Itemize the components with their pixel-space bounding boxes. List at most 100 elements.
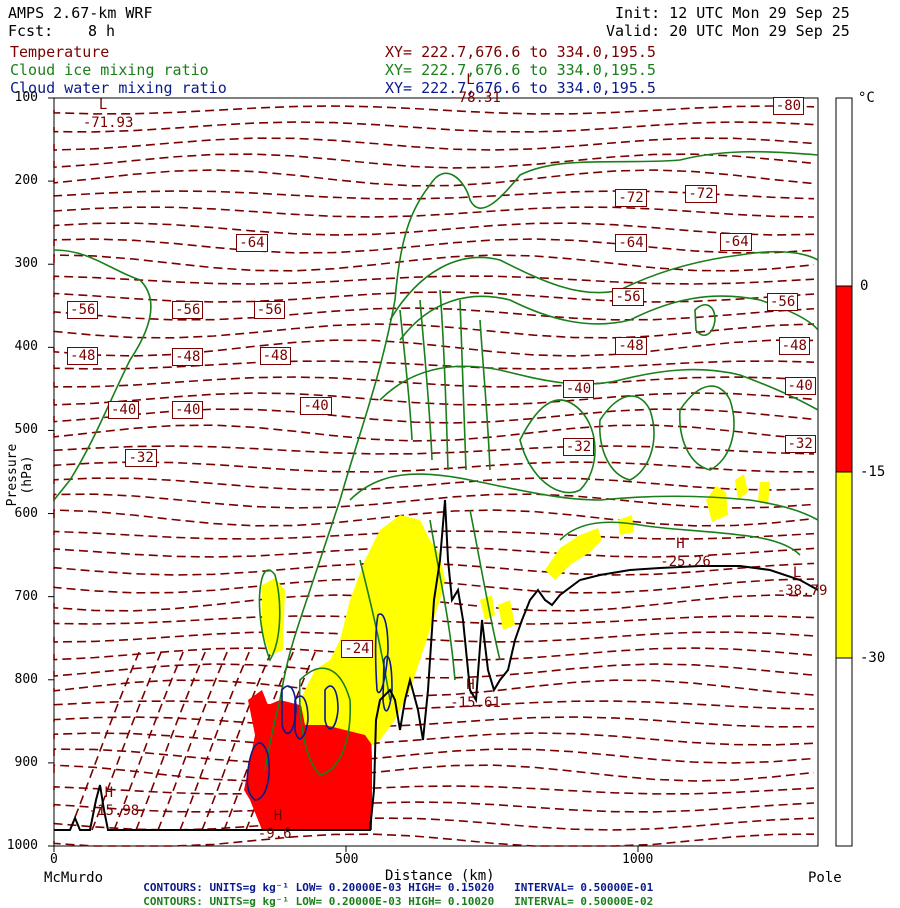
temperature-label: -56	[253, 300, 286, 319]
temperature-label: -72	[685, 184, 717, 203]
colorbar-label-30: -30	[860, 650, 886, 666]
isotherm	[53, 275, 815, 285]
colorbar-unit: °C	[858, 90, 875, 106]
temperature-contours	[53, 105, 815, 847]
isotherm-lower	[201, 649, 273, 831]
temperature-label: -56	[172, 300, 204, 319]
isotherm	[53, 339, 815, 357]
extremum-type: L	[466, 72, 475, 88]
field-temperature: Temperature	[10, 43, 110, 61]
ice-v6	[429, 519, 456, 681]
isotherm	[53, 254, 815, 272]
colorbar-yellow	[835, 471, 853, 659]
cloud-ice-contours	[53, 150, 819, 776]
ice-v4	[459, 299, 467, 471]
yellow-shade-c	[498, 600, 515, 630]
temperature-label: -48	[778, 336, 810, 355]
fcst-label: Fcst:	[8, 22, 54, 40]
terrain-line	[54, 499, 819, 831]
isotherm	[53, 764, 815, 782]
temperature-label: -72	[615, 188, 647, 207]
y-tick-label: 200	[14, 173, 38, 189]
ice-loop-1	[519, 399, 596, 494]
extremum-value: -25.26	[660, 553, 711, 570]
isotherm	[53, 153, 815, 169]
ice-contour-outer-top	[264, 150, 819, 771]
yellow-shade-b	[480, 595, 495, 620]
isotherm-lower	[135, 649, 207, 831]
isotherm-lower	[179, 649, 251, 831]
extremum-type: H	[466, 677, 475, 694]
extremum-type: H	[676, 535, 685, 552]
temperature-label: -32	[562, 438, 595, 457]
yellow-shade-f	[706, 486, 728, 522]
x-tick-label-500: 500	[335, 852, 359, 867]
ice-contour-b	[258, 569, 281, 662]
isotherm	[53, 833, 815, 847]
x-axis-title: Distance (km)	[385, 868, 495, 884]
extremum-value: -15.61	[450, 695, 501, 712]
yellow-shade-e	[618, 515, 634, 535]
temperature-label: -56	[612, 288, 644, 307]
y-tick-label: 1000	[6, 838, 38, 853]
isotherm	[53, 222, 815, 236]
isotherm	[53, 732, 815, 746]
isotherm-lower	[157, 649, 229, 831]
isotherm	[53, 748, 815, 764]
y-tick-label: 400	[14, 339, 38, 355]
ice-v8	[359, 559, 391, 701]
temperature-label: -56	[767, 292, 799, 311]
temperature-label: -56	[67, 300, 99, 319]
y-tick-label: 300	[14, 256, 38, 272]
ice-loop-4	[694, 304, 716, 336]
x-tick-label-1000: 1000	[622, 852, 654, 867]
y-tick-label: 700	[14, 588, 38, 604]
ice-contour-e	[379, 365, 819, 411]
isotherm	[53, 477, 815, 491]
temperature-label: -80	[772, 97, 805, 116]
model-title: AMPS 2.67-km WRF	[8, 4, 153, 22]
left-end-label: McMurdo	[44, 870, 104, 886]
valid-time: Valid: 20 UTC Mon 29 Sep 25	[606, 22, 850, 40]
isotherm	[53, 137, 815, 151]
ice-v1	[399, 309, 413, 441]
colorbar-label-0: 0	[860, 278, 869, 294]
isotherm	[53, 493, 815, 509]
ice-loop-2	[599, 395, 655, 481]
ice-contour-f	[349, 473, 819, 521]
water-loop-6	[382, 655, 393, 712]
isotherm-lower	[69, 649, 141, 831]
right-end-label: Pole	[808, 870, 842, 886]
temperature-label: -40	[562, 379, 595, 398]
extremum-value: -78.31	[450, 90, 501, 106]
y-tick-label: 600	[14, 505, 38, 521]
ice-v5	[479, 319, 491, 471]
y-tick-label: 100	[14, 90, 38, 105]
temperature-label: -48	[259, 346, 291, 365]
ice-contour-g	[559, 521, 801, 556]
isotherm	[53, 546, 815, 558]
ice-v2	[419, 299, 433, 461]
extremum-type: L	[98, 96, 108, 113]
extremum-type: L	[792, 564, 802, 581]
extremum-value: -15.98	[88, 803, 140, 820]
y-tick-label: 900	[14, 754, 38, 770]
temperature-label: -40	[172, 401, 204, 420]
x-ticks	[53, 846, 639, 852]
isotherm	[53, 360, 815, 370]
water-loop-1	[246, 742, 270, 801]
colorbar-red	[835, 285, 853, 473]
extremum-value: -71.93	[82, 114, 134, 131]
temperature-label: -32	[784, 434, 816, 453]
extremum-value: -9.6	[257, 825, 292, 842]
extremum-type: H	[104, 785, 114, 802]
temperature-label: -64	[236, 234, 268, 253]
field-cloud-ice-xy: XY= 222.7,676.6 to 334.0,195.5	[385, 61, 656, 79]
isotherm	[53, 530, 815, 540]
ice-loop-5	[298, 667, 351, 776]
x-tick-label-0: 0	[50, 852, 58, 867]
temperature-label: -40	[107, 400, 140, 419]
water-loop-2	[281, 685, 297, 735]
isotherm-lower	[113, 649, 185, 831]
